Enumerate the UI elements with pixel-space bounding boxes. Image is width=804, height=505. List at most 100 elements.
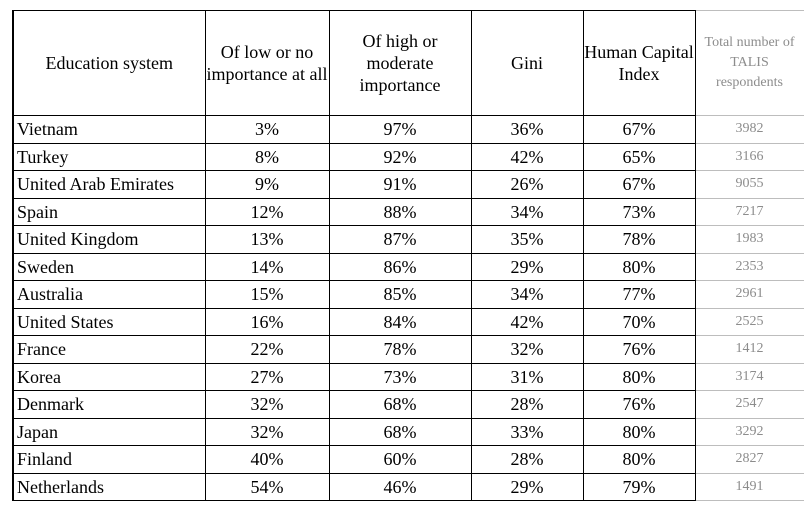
cell-high-importance: 68% (328, 390, 472, 419)
cell-talis-respondents: 2547 (694, 390, 804, 419)
cell-education-system: United Arab Emirates (12, 170, 206, 199)
cell-high-importance: 92% (328, 142, 472, 171)
cell-low-importance: 12% (204, 197, 330, 226)
cell-gini: 42% (470, 142, 584, 171)
table-row: France 22% 78% 32% 76% 1412 (12, 335, 804, 364)
cell-human-capital-index: 80% (582, 445, 696, 474)
header-low-importance: Of low or no importance at all (204, 10, 330, 116)
cell-talis-respondents: 3292 (694, 417, 804, 446)
cell-human-capital-index: 79% (582, 472, 696, 501)
cell-human-capital-index: 70% (582, 307, 696, 336)
cell-high-importance: 68% (328, 417, 472, 446)
cell-gini: 33% (470, 417, 584, 446)
cell-talis-respondents: 1412 (694, 335, 804, 364)
cell-gini: 34% (470, 197, 584, 226)
cell-human-capital-index: 76% (582, 335, 696, 364)
cell-talis-respondents: 3982 (694, 115, 804, 144)
table-row: Japan 32% 68% 33% 80% 3292 (12, 417, 804, 446)
cell-high-importance: 46% (328, 472, 472, 501)
cell-low-importance: 16% (204, 307, 330, 336)
header-education-system: Education system (12, 10, 206, 116)
table-row: Finland 40% 60% 28% 80% 2827 (12, 445, 804, 474)
cell-low-importance: 27% (204, 362, 330, 391)
cell-low-importance: 14% (204, 252, 330, 281)
cell-education-system: Australia (12, 280, 206, 309)
cell-talis-respondents: 2961 (694, 280, 804, 309)
cell-gini: 26% (470, 170, 584, 199)
cell-education-system: Sweden (12, 252, 206, 281)
cell-talis-respondents: 7217 (694, 197, 804, 226)
table-row: Vietnam 3% 97% 36% 67% 3982 (12, 115, 804, 144)
table-row: Sweden 14% 86% 29% 80% 2353 (12, 252, 804, 281)
cell-human-capital-index: 80% (582, 362, 696, 391)
cell-education-system: Turkey (12, 142, 206, 171)
header-talis-respondents: Total number of TALIS respondents (694, 10, 804, 116)
cell-gini: 36% (470, 115, 584, 144)
cell-gini: 29% (470, 252, 584, 281)
cell-education-system: Netherlands (12, 472, 206, 501)
cell-gini: 29% (470, 472, 584, 501)
cell-education-system: Finland (12, 445, 206, 474)
cell-human-capital-index: 77% (582, 280, 696, 309)
cell-high-importance: 91% (328, 170, 472, 199)
cell-low-importance: 54% (204, 472, 330, 501)
cell-talis-respondents: 1491 (694, 472, 804, 501)
table-row: Turkey 8% 92% 42% 65% 3166 (12, 142, 804, 171)
cell-low-importance: 3% (204, 115, 330, 144)
cell-human-capital-index: 78% (582, 225, 696, 254)
cell-human-capital-index: 65% (582, 142, 696, 171)
cell-low-importance: 32% (204, 417, 330, 446)
cell-low-importance: 40% (204, 445, 330, 474)
cell-gini: 34% (470, 280, 584, 309)
table-row: Australia 15% 85% 34% 77% 2961 (12, 280, 804, 309)
cell-high-importance: 85% (328, 280, 472, 309)
cell-low-importance: 15% (204, 280, 330, 309)
cell-low-importance: 8% (204, 142, 330, 171)
header-row: Education system Of low or no importance… (12, 10, 804, 116)
cell-human-capital-index: 67% (582, 115, 696, 144)
cell-low-importance: 32% (204, 390, 330, 419)
cell-gini: 32% (470, 335, 584, 364)
cell-talis-respondents: 9055 (694, 170, 804, 199)
cell-talis-respondents: 2353 (694, 252, 804, 281)
cell-education-system: Japan (12, 417, 206, 446)
cell-human-capital-index: 80% (582, 252, 696, 281)
cell-education-system: United States (12, 307, 206, 336)
cell-human-capital-index: 76% (582, 390, 696, 419)
cell-education-system: Denmark (12, 390, 206, 419)
cell-high-importance: 86% (328, 252, 472, 281)
cell-low-importance: 9% (204, 170, 330, 199)
cell-human-capital-index: 67% (582, 170, 696, 199)
cell-gini: 28% (470, 445, 584, 474)
cell-high-importance: 78% (328, 335, 472, 364)
table-row: Korea 27% 73% 31% 80% 3174 (12, 362, 804, 391)
cell-gini: 28% (470, 390, 584, 419)
cell-talis-respondents: 1983 (694, 225, 804, 254)
table-row: United States 16% 84% 42% 70% 2525 (12, 307, 804, 336)
cell-high-importance: 60% (328, 445, 472, 474)
cell-talis-respondents: 3174 (694, 362, 804, 391)
cell-human-capital-index: 80% (582, 417, 696, 446)
header-high-importance: Of high or moderate importance (328, 10, 472, 116)
cell-education-system: Spain (12, 197, 206, 226)
table-row: Netherlands 54% 46% 29% 79% 1491 (12, 472, 804, 501)
cell-high-importance: 73% (328, 362, 472, 391)
cell-high-importance: 87% (328, 225, 472, 254)
table-row: Denmark 32% 68% 28% 76% 2547 (12, 390, 804, 419)
cell-high-importance: 97% (328, 115, 472, 144)
header-gini: Gini (470, 10, 584, 116)
cell-human-capital-index: 73% (582, 197, 696, 226)
cell-education-system: Vietnam (12, 115, 206, 144)
table-row: United Kingdom 13% 87% 35% 78% 1983 (12, 225, 804, 254)
cell-high-importance: 88% (328, 197, 472, 226)
cell-education-system: United Kingdom (12, 225, 206, 254)
cell-low-importance: 13% (204, 225, 330, 254)
cell-education-system: Korea (12, 362, 206, 391)
header-human-capital-index: Human Capital Index (582, 10, 696, 116)
table-row: Spain 12% 88% 34% 73% 7217 (12, 197, 804, 226)
cell-talis-respondents: 2827 (694, 445, 804, 474)
education-table: Education system Of low or no importance… (12, 10, 804, 501)
cell-gini: 31% (470, 362, 584, 391)
cell-talis-respondents: 2525 (694, 307, 804, 336)
cell-gini: 42% (470, 307, 584, 336)
